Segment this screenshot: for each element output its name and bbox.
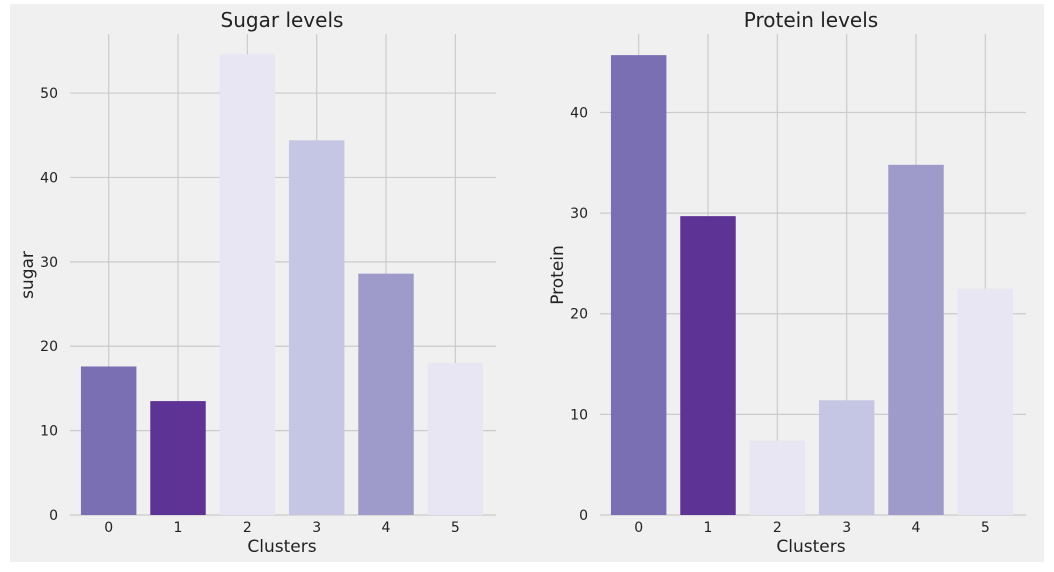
protein-bar-cluster-5	[957, 288, 1014, 515]
protein-bar-cluster-4	[888, 164, 944, 515]
sugar-x-tick-label: 4	[382, 520, 391, 536]
protein-x-tick-label: 2	[773, 520, 782, 536]
sugar-x-ticks: 0 1 2 3 4 5	[104, 520, 460, 536]
sugar-y-tick-label: 50	[40, 86, 58, 102]
protein-y-tick-label: 10	[570, 407, 588, 423]
protein-bar-cluster-3	[818, 400, 875, 515]
sugar-y-axis-label: sugar	[18, 251, 38, 299]
sugar-x-axis-label: Clusters	[247, 537, 316, 557]
sugar-chart-title: Sugar levels	[221, 8, 344, 32]
sugar-y-tick-label: 0	[49, 508, 58, 524]
protein-y-tick-label: 0	[579, 508, 588, 524]
protein-chart: 0 10 20 30 40 0 1 2 3 4 5 Protein levels Clusters…	[548, 8, 1026, 557]
protein-x-ticks: 0 1 2 3 4 5	[634, 520, 990, 536]
sugar-bar-cluster-2	[219, 54, 276, 516]
protein-y-axis-label: Protein	[548, 245, 568, 305]
protein-bar-cluster-1	[680, 216, 736, 515]
protein-x-tick-label: 1	[704, 520, 713, 536]
protein-chart-title: Protein levels	[744, 8, 878, 32]
protein-x-axis-label: Clusters	[776, 537, 845, 557]
protein-y-ticks: 0 10 20 30 40	[570, 105, 588, 524]
protein-y-tick-label: 30	[570, 206, 588, 222]
sugar-bars	[80, 54, 484, 516]
sugar-x-tick-label: 3	[312, 520, 321, 536]
protein-bar-cluster-2	[749, 440, 806, 515]
protein-x-tick-label: 5	[981, 520, 990, 536]
sugar-x-tick-label: 5	[451, 520, 460, 536]
protein-y-tick-label: 20	[570, 307, 588, 323]
protein-bar-cluster-0	[610, 55, 667, 515]
sugar-y-tick-label: 30	[40, 255, 58, 271]
protein-x-tick-label: 3	[842, 520, 851, 536]
sugar-chart: 0 10 20 30 40 50 0 1 2 3 4 5 Sugar levels Clusters…	[18, 8, 496, 557]
sugar-x-tick-label: 2	[243, 520, 252, 536]
sugar-x-tick-label: 1	[174, 520, 183, 536]
sugar-y-tick-label: 40	[40, 170, 58, 186]
sugar-bar-cluster-3	[288, 140, 345, 516]
sugar-y-tick-label: 10	[40, 424, 58, 440]
sugar-bar-cluster-4	[358, 273, 414, 515]
sugar-bar-cluster-0	[80, 366, 137, 515]
protein-y-tick-label: 40	[570, 105, 588, 121]
protein-x-tick-label: 0	[634, 520, 643, 536]
sugar-bar-cluster-1	[150, 401, 206, 515]
protein-bars	[610, 55, 1014, 515]
sugar-y-ticks: 0 10 20 30 40 50	[40, 86, 58, 524]
sugar-y-tick-label: 20	[40, 339, 58, 355]
protein-x-tick-label: 4	[912, 520, 921, 536]
sugar-x-tick-label: 0	[104, 520, 113, 536]
sugar-bar-cluster-5	[427, 363, 484, 515]
